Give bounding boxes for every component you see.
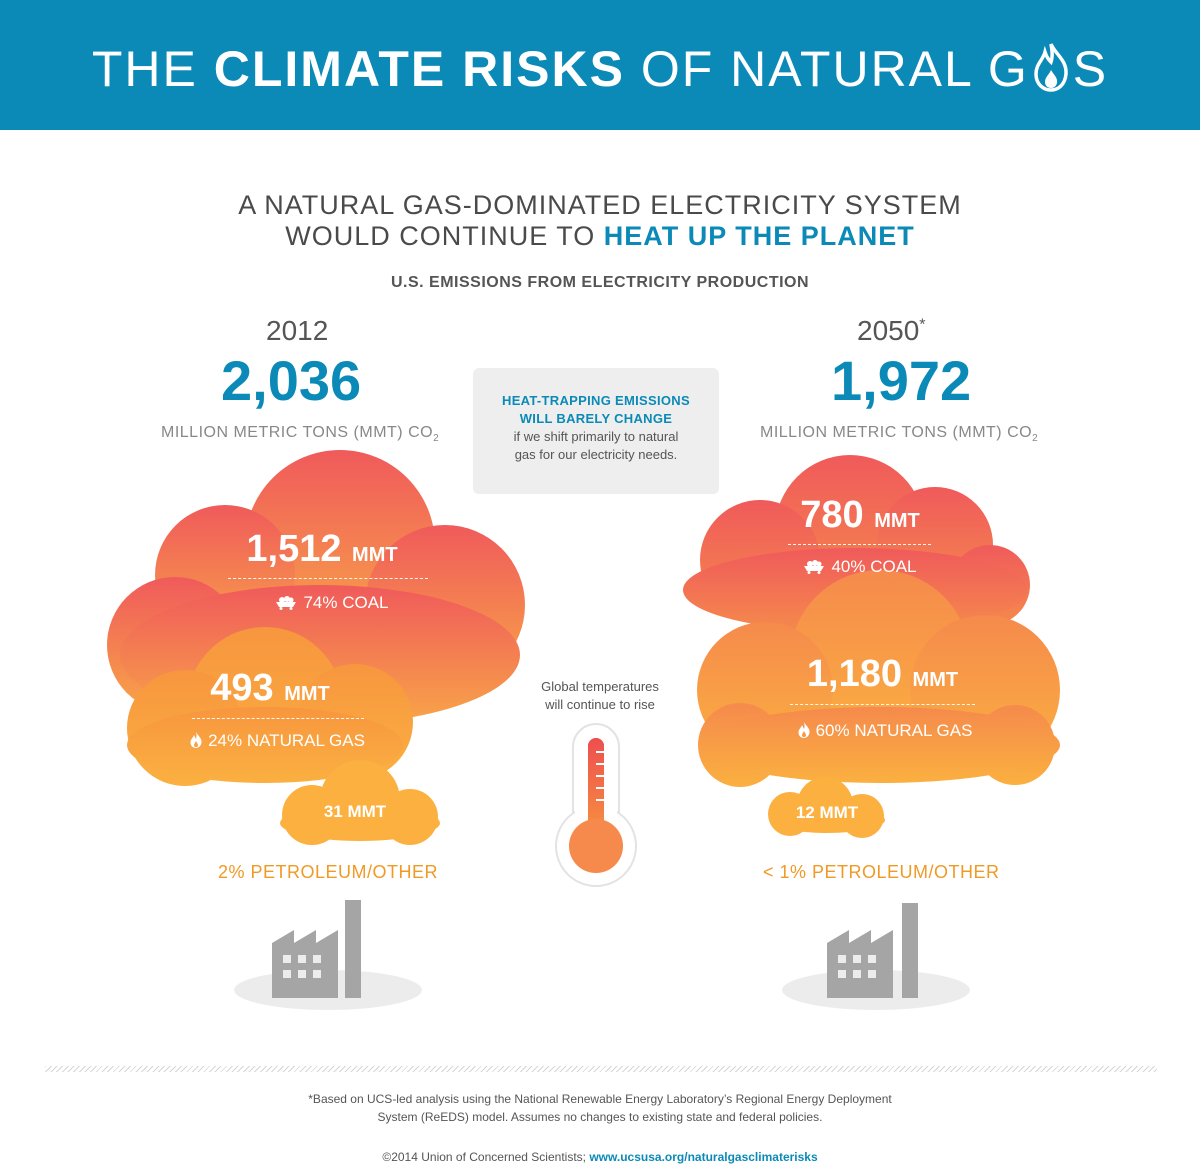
right-gas-value: 1,180 MMT <box>800 653 965 696</box>
headline-line2: WOULD CONTINUE TO HEAT UP THE PLANET <box>0 221 1200 252</box>
right-gas-divider <box>790 704 975 705</box>
right-petro-label: < 1% PETROLEUM/OTHER <box>763 862 1000 882</box>
right-unit-text: MILLION METRIC TONS (MMT) CO <box>760 424 1033 441</box>
headline: A NATURAL GAS-DOMINATED ELECTRICITY SYST… <box>0 190 1200 252</box>
headline-line1: A NATURAL GAS-DOMINATED ELECTRICITY SYST… <box>238 190 962 220</box>
left-gas-unit: MMT <box>284 683 330 705</box>
left-coal-divider <box>228 578 428 579</box>
thermometer-icon <box>555 723 637 887</box>
left-petro-value: 31 MMT <box>323 802 387 821</box>
title-post: S <box>1072 41 1109 97</box>
coal-cart-icon <box>804 560 825 574</box>
title-pre: THE <box>91 41 214 97</box>
left-unit-text: MILLION METRIC TONS (MMT) CO <box>161 424 434 441</box>
right-total: 1,972 <box>831 349 972 412</box>
footnote: *Based on UCS-led analysis using the Nat… <box>200 1090 1000 1126</box>
left-coal-label: 74% COAL <box>232 593 432 613</box>
left-gas-number: 493 <box>210 667 274 709</box>
left-gas-label-text: 24% NATURAL GAS <box>208 731 365 750</box>
thermometer-caption-2: will continue to rise <box>545 697 655 712</box>
left-coal-label-text: 74% COAL <box>303 593 389 612</box>
left-gas-cloud <box>127 627 413 786</box>
headline-line2-pre: WOULD CONTINUE TO <box>285 221 604 251</box>
callout-box: HEAT-TRAPPING EMISSIONS WILL BARELY CHAN… <box>473 368 719 494</box>
right-gas-number: 1,180 <box>806 653 902 695</box>
footer-divider <box>45 1066 1157 1072</box>
right-year: 2050* <box>857 315 926 347</box>
right-unit-sub: 2 <box>1032 433 1039 445</box>
right-gas-label-text: 60% NATURAL GAS <box>815 721 973 740</box>
left-gas-value: 493 MMT <box>195 667 345 710</box>
left-petro-cloud <box>280 760 440 845</box>
right-gas-unit: MMT <box>912 669 959 691</box>
left-unit-sub: 2 <box>433 433 440 445</box>
right-coal-value: 780 MMT <box>790 494 930 537</box>
callout-heading-1: HEAT-TRAPPING EMISSIONS <box>502 393 690 408</box>
left-coal-number: 1,512 <box>246 528 342 570</box>
credit-text: ©2014 Union of Concerned Scientists; <box>382 1150 590 1164</box>
right-year-mark: * <box>919 316 926 334</box>
credit-link[interactable]: www.ucsusa.org/naturalgasclimaterisks <box>589 1150 818 1164</box>
flame-icon <box>1034 43 1068 92</box>
title-bold: CLIMATE RISKS <box>213 41 625 97</box>
left-unit: MILLION METRIC TONS (MMT) CO2 <box>161 424 439 444</box>
callout-body-2: gas for our electricity needs. <box>514 447 678 462</box>
left-gas-label: 24% NATURAL GAS <box>180 731 375 751</box>
left-petro-label: 2% PETROLEUM/OTHER <box>218 862 439 882</box>
right-year-text: 2050 <box>857 315 920 346</box>
credit-line: ©2014 Union of Concerned Scientists; www… <box>0 1150 1200 1164</box>
thermometer-caption-1: Global temperatures <box>541 679 659 694</box>
thermometer-caption: Global temperatures will continue to ris… <box>520 678 680 714</box>
footnote-line2: System (ReEDS) model. Assumes no changes… <box>377 1110 823 1124</box>
flame-icon <box>798 722 810 738</box>
footnote-line1: *Based on UCS-led analysis using the Nat… <box>308 1092 892 1106</box>
left-coal-value: 1,512 MMT <box>232 528 412 571</box>
title-mid: OF NATURAL G <box>624 41 1029 97</box>
left-year: 2012 <box>266 315 329 346</box>
right-coal-number: 780 <box>800 494 864 536</box>
section-subheading: U.S. EMISSIONS FROM ELECTRICITY PRODUCTI… <box>390 274 810 291</box>
flame-icon <box>190 732 202 748</box>
left-total: 2,036 <box>221 349 362 412</box>
headline-highlight: HEAT UP THE PLANET <box>603 221 915 251</box>
right-gas-label: 60% NATURAL GAS <box>785 721 985 741</box>
right-factory-icon <box>782 903 970 1010</box>
right-gas-cloud <box>697 570 1060 787</box>
left-coal-unit: MMT <box>352 544 398 566</box>
left-gas-divider <box>192 718 364 719</box>
right-unit: MILLION METRIC TONS (MMT) CO2 <box>760 424 1038 444</box>
left-factory-icon <box>234 900 422 1010</box>
callout-heading-2: WILL BARELY CHANGE <box>519 411 673 426</box>
header-banner: THE CLIMATE RISKS OF NATURAL G S <box>0 0 1200 130</box>
right-coal-divider <box>788 544 931 545</box>
right-petro-value: 12 MMT <box>795 803 859 822</box>
right-coal-label: 40% COAL <box>795 557 925 577</box>
right-petro-cloud <box>768 777 885 838</box>
right-coal-label-text: 40% COAL <box>831 557 917 576</box>
page-title: THE CLIMATE RISKS OF NATURAL G S <box>0 40 1200 98</box>
coal-cart-icon <box>276 596 297 610</box>
right-coal-unit: MMT <box>874 510 920 532</box>
callout-body-1: if we shift primarily to natural <box>513 429 679 444</box>
